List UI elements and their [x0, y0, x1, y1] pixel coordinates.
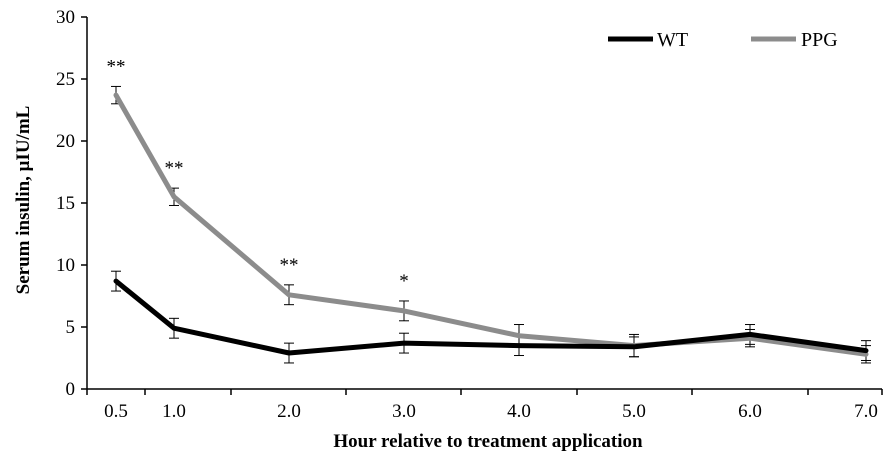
data-point-ppg: [749, 337, 751, 339]
significance-marker: **: [107, 56, 126, 77]
data-point-wt: [288, 352, 290, 354]
x-axis-title: Hour relative to treatment application: [333, 431, 643, 452]
data-point-ppg: [865, 353, 867, 355]
y-tick-label: 10: [56, 255, 75, 276]
significance-marker: **: [165, 158, 184, 179]
x-tick-label: 1.0: [162, 401, 186, 422]
significance-annotations: *******: [107, 56, 409, 292]
legend: WT PPG: [608, 29, 838, 51]
significance-marker: *: [399, 271, 409, 292]
y-tick-label: 20: [56, 131, 75, 152]
data-point-wt: [115, 280, 117, 282]
y-tick-label: 15: [56, 193, 75, 214]
data-point-ppg: [288, 294, 290, 296]
legend-label: WT: [657, 29, 688, 51]
x-tick-label: 7.0: [854, 401, 878, 422]
axes: 0 5 10 15 20 25 30 0.5 1.0 2.0 3.0 4.0 5.0 6.0 7.0: [56, 7, 883, 422]
data-point-ppg: [115, 94, 117, 96]
series-lines: [113, 92, 869, 357]
y-tick-label: 30: [56, 7, 75, 28]
x-tick-label: 3.0: [392, 401, 416, 422]
legend-label: PPG: [801, 29, 838, 51]
x-tick-label: 6.0: [738, 401, 762, 422]
x-tick-label: 2.0: [277, 401, 301, 422]
y-tick-label: 25: [56, 69, 75, 90]
significance-marker: **: [280, 255, 299, 276]
data-point-ppg: [518, 335, 520, 337]
data-point-ppg: [173, 196, 175, 198]
data-point-wt: [173, 327, 175, 329]
y-tick-label: 0: [66, 379, 76, 400]
x-tick-label: 0.5: [104, 401, 128, 422]
y-axis-title: Serum insulin, μIU/mL: [13, 106, 34, 295]
data-point-wt: [633, 346, 635, 348]
series-line-wt: [113, 278, 869, 356]
error-bars: [111, 85, 871, 364]
series-line-ppg: [113, 92, 869, 357]
data-point-wt: [865, 350, 867, 352]
y-tick-label: 5: [66, 317, 76, 338]
data-point-ppg: [403, 310, 405, 312]
data-point-wt: [403, 342, 405, 344]
data-point-wt: [518, 345, 520, 347]
x-tick-label: 4.0: [507, 401, 531, 422]
data-point-wt: [749, 333, 751, 335]
legend-item-wt: WT: [608, 29, 688, 51]
x-tick-label: 5.0: [622, 401, 646, 422]
legend-item-ppg: PPG: [751, 29, 838, 51]
